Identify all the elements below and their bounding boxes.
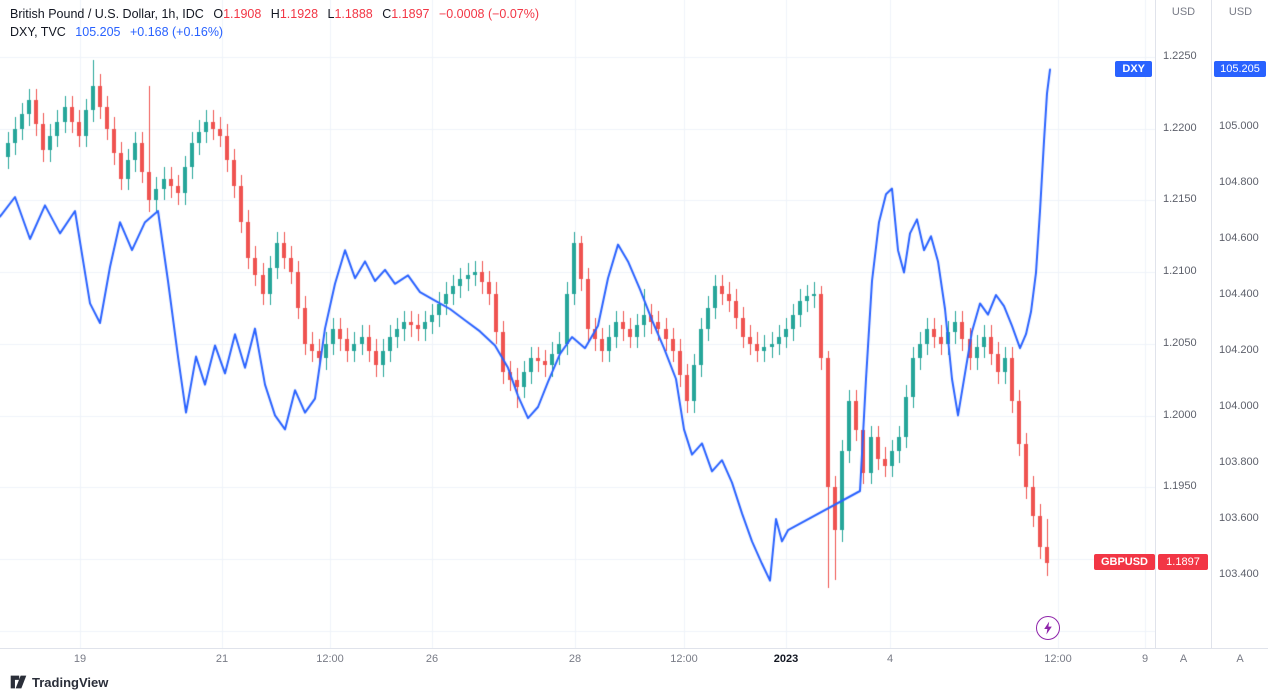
time-axis-label: 26 [425, 653, 439, 665]
dxy-axis-tick: 103.800 [1219, 456, 1259, 468]
ohlc-close-label: C [382, 7, 392, 21]
gbpusd-scale-auto-marker[interactable]: A [1179, 653, 1188, 665]
time-axis-label: 19 [73, 653, 87, 665]
gbpusd-axis-tick: 1.2100 [1163, 265, 1197, 278]
dxy-axis-tick: 104.200 [1219, 344, 1259, 356]
time-axis-label: 21 [215, 653, 229, 665]
dxy-axis-tick: 104.000 [1219, 400, 1259, 412]
chart-legend: British Pound / U.S. Dollar, 1h, IDC O1.… [10, 5, 539, 41]
ohlc-open-value: 1.1908 [223, 7, 262, 21]
gbpusd-series-tag: GBPUSD [1093, 554, 1155, 570]
ohlc-low-label: L [327, 7, 335, 21]
dxy-axis-tick: 104.800 [1219, 176, 1259, 188]
gbpusd-axis-tick: 1.2200 [1163, 121, 1197, 134]
footer-bar: TradingView [0, 670, 1268, 696]
time-axis-label: 12:00 [1044, 653, 1072, 665]
time-axis-label: 12:00 [670, 653, 698, 665]
overlay-title: DXY, TVC [10, 25, 66, 39]
dxy-axis-tick: 104.400 [1219, 288, 1259, 300]
ohlc-high-value: 1.1928 [279, 7, 319, 21]
ohlc-low-value: 1.1888 [334, 7, 373, 21]
lightning-event-icon[interactable] [1036, 616, 1060, 640]
gbpusd-axis-tick: 1.2000 [1163, 408, 1197, 421]
gbpusd-axis-tick: 1.2150 [1163, 193, 1197, 206]
dxy-scale-auto-marker[interactable]: A [1236, 653, 1244, 665]
dxy-axis-tick: 104.600 [1219, 232, 1259, 244]
symbol-change: −0.0008 (−0.07%) [438, 7, 540, 21]
time-axis[interactable]: 19 21 12:00 26 28 12:00 2023 4 12:00 9 A A [0, 648, 1268, 671]
time-axis-label: 9 [1141, 653, 1149, 665]
symbol-legend-row[interactable]: British Pound / U.S. Dollar, 1h, IDC O1.… [10, 5, 539, 23]
gbpusd-axis-tick: 1.2250 [1163, 50, 1197, 62]
overlay-value: 105.205 [75, 25, 121, 39]
gbpusd-axis-tick: 1.1950 [1163, 480, 1197, 493]
chart-pane: British Pound / U.S. Dollar, 1h, IDC O1.… [0, 0, 1155, 648]
tradingview-logo-text: TradingView [32, 674, 109, 690]
dxy-axis-currency: USD [1228, 6, 1253, 18]
ohlc-high-label: H [270, 7, 280, 21]
time-axis-label: 2023 [773, 653, 799, 665]
tradingview-logo-icon [10, 675, 27, 689]
ohlc-open-label: O [213, 7, 224, 21]
tradingview-logo[interactable]: TradingView [10, 674, 108, 690]
time-axis-label: 12:00 [316, 653, 344, 665]
gbpusd-price-axis[interactable]: USD 1.2250 1.2200 1.2150 1.2100 1.2050 1.2000… [1155, 0, 1211, 670]
time-axis-label: 4 [886, 653, 894, 665]
lightning-bolt-glyph [1044, 621, 1052, 635]
dxy-price-axis[interactable]: USD 105.000 104.800 104.600 104.400 104.200 1… [1211, 0, 1268, 670]
price-chart-canvas[interactable] [0, 0, 1155, 648]
gbpusd-axis-currency: USD [1171, 6, 1196, 18]
symbol-title: British Pound / U.S. Dollar, 1h, IDC [10, 7, 204, 21]
ohlc-close-value: 1.1897 [391, 7, 430, 21]
dxy-axis-tick: 103.400 [1219, 568, 1259, 580]
overlay-change: +0.168 (+0.16%) [129, 25, 224, 39]
time-axis-label: 28 [568, 653, 582, 665]
dxy-last-value-badge: 105.205 [1214, 61, 1266, 77]
time-axis-labels: 19 21 12:00 26 28 12:00 2023 4 12:00 9 [0, 649, 1155, 671]
gbpusd-axis-tick: 1.2050 [1163, 336, 1197, 349]
dxy-axis-tick: 103.600 [1219, 512, 1259, 524]
dxy-axis-tick: 105.000 [1219, 120, 1259, 132]
overlay-legend-row[interactable]: DXY, TVC 105.205 +0.168 (+0.16%) [10, 23, 539, 41]
gbpusd-last-price-badge: 1.1897 [1158, 554, 1208, 570]
dxy-series-tag: DXY [1115, 61, 1152, 77]
